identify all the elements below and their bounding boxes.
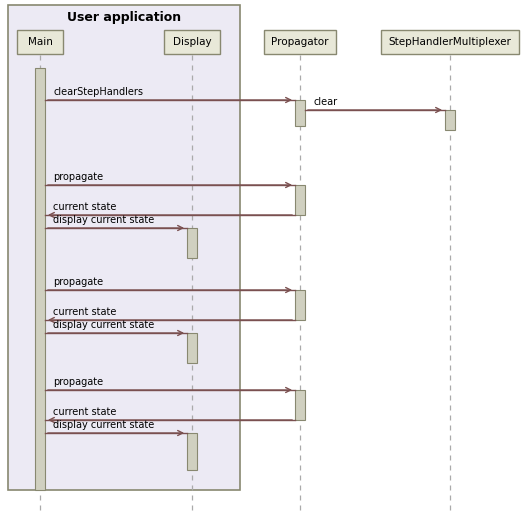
Text: propagate: propagate xyxy=(53,377,103,387)
Bar xyxy=(295,290,305,320)
Text: propagate: propagate xyxy=(53,172,103,182)
Text: propagate: propagate xyxy=(53,277,103,287)
Bar xyxy=(187,333,197,363)
Bar xyxy=(295,185,305,215)
Bar xyxy=(17,30,63,54)
Text: Main: Main xyxy=(28,37,53,47)
Text: User application: User application xyxy=(67,10,181,23)
Bar xyxy=(295,390,305,420)
Bar xyxy=(35,68,45,490)
Text: current state: current state xyxy=(53,407,116,417)
Bar xyxy=(164,30,220,54)
Text: clearStepHandlers: clearStepHandlers xyxy=(53,87,143,97)
Bar xyxy=(381,30,519,54)
Text: Propagator: Propagator xyxy=(271,37,329,47)
Bar xyxy=(187,228,197,258)
Text: Display: Display xyxy=(172,37,212,47)
Bar xyxy=(8,5,240,490)
Text: display current state: display current state xyxy=(53,320,154,330)
Bar xyxy=(264,30,336,54)
Bar xyxy=(295,100,305,126)
Text: clear: clear xyxy=(313,97,337,107)
Text: current state: current state xyxy=(53,202,116,212)
Text: display current state: display current state xyxy=(53,215,154,225)
Bar xyxy=(187,433,197,470)
Text: display current state: display current state xyxy=(53,420,154,430)
Text: StepHandlerMultiplexer: StepHandlerMultiplexer xyxy=(389,37,512,47)
Text: current state: current state xyxy=(53,307,116,317)
Bar xyxy=(445,110,455,130)
